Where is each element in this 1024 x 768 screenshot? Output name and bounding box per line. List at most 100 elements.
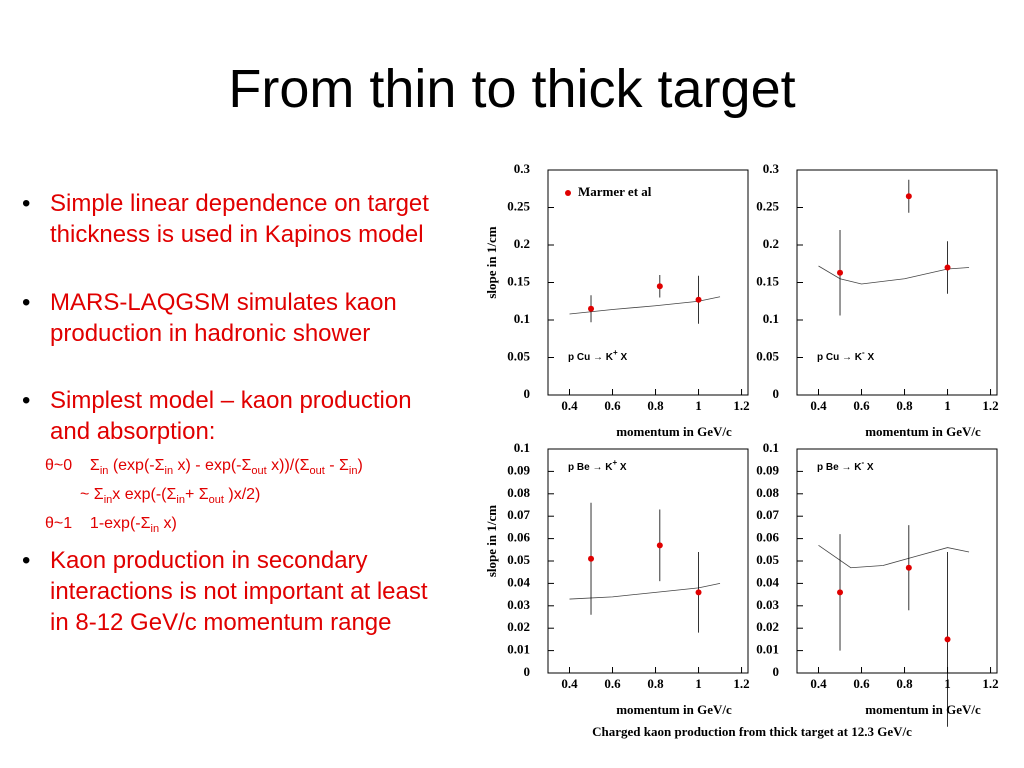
annotation: p Be → K+ X <box>568 458 627 473</box>
y-tick-label: 0.01 <box>507 642 530 657</box>
formula-symbol: Σ <box>154 457 165 474</box>
x-tick-label: 0.4 <box>561 398 578 413</box>
y-tick-label: 0.25 <box>756 198 779 213</box>
y-tick-label: 0.06 <box>507 530 530 545</box>
data-point <box>695 296 702 303</box>
formula-subscript: out <box>309 465 325 478</box>
y-tick-label: 0.04 <box>756 574 779 589</box>
formula-text: θ~1 1-exp(- <box>45 515 141 532</box>
x-tick-label: 0.8 <box>896 676 913 691</box>
y-tick-label: 0 <box>773 386 780 401</box>
y-tick-label: 0.25 <box>507 198 530 213</box>
formula-subscript: in <box>176 494 185 507</box>
formula-text: + <box>184 486 199 503</box>
y-tick-label: 0.3 <box>514 161 531 176</box>
formula-text: ) <box>357 457 363 474</box>
annotation-text: p Be → K <box>568 462 613 473</box>
x-axis-label: momentum in GeV/c <box>865 702 981 717</box>
formula-subscript: in <box>164 465 174 478</box>
x-tick-label: 0.6 <box>853 398 870 413</box>
annotation-superscript: + <box>612 458 617 467</box>
y-tick-label: 0.01 <box>756 642 779 657</box>
y-tick-label: 0.08 <box>507 485 530 500</box>
data-point <box>905 193 912 200</box>
formula-subscript: in <box>103 494 113 507</box>
plot-frame <box>796 448 998 674</box>
formula: ~ Σinx exp(-(Σin+ Σout )x/2) <box>80 486 260 506</box>
y-tick-label: 0.04 <box>507 574 530 589</box>
legend-marker <box>565 190 571 196</box>
plot-frame <box>547 448 749 674</box>
formula-symbol: Σ <box>299 457 310 474</box>
y-tick-label: 0.3 <box>763 161 780 176</box>
y-tick-label: 0.02 <box>756 619 779 634</box>
model-curve <box>569 583 721 600</box>
x-tick-label: 1 <box>695 676 702 691</box>
annotation: p Cu → K+ X <box>568 348 627 363</box>
formula-text: - <box>324 457 339 474</box>
model-curve <box>818 265 970 285</box>
data-point <box>944 264 951 271</box>
data-point <box>588 305 595 312</box>
y-tick-label: 0 <box>524 386 531 401</box>
data-point <box>837 269 844 276</box>
formula-subscript: in <box>99 465 109 478</box>
formula-symbol: Σ <box>198 486 209 503</box>
x-tick-label: 1.2 <box>733 676 749 691</box>
x-tick-label: 0.6 <box>604 398 621 413</box>
formula-subscript: out <box>208 494 224 507</box>
x-tick-label: 1 <box>695 398 702 413</box>
model-curve <box>818 544 970 569</box>
y-tick-label: 0.07 <box>756 507 779 522</box>
y-tick-label: 0.06 <box>756 530 779 545</box>
x-tick-label: 0.4 <box>561 676 578 691</box>
formula-text: x) - exp(- <box>173 457 242 474</box>
annotation-text: X <box>864 462 874 473</box>
x-tick-label: 0.4 <box>810 398 827 413</box>
y-tick-label: 0.09 <box>507 462 530 477</box>
formula-symbol: Σ <box>166 486 177 503</box>
data-point <box>905 564 912 571</box>
formula-text: x exp(-( <box>112 486 167 503</box>
y-tick-label: 0.2 <box>763 236 779 251</box>
annotation-text: X <box>618 352 628 363</box>
x-tick-label: 0.8 <box>647 398 664 413</box>
annotation-text: p Cu → K <box>817 352 863 363</box>
formula: θ~0 Σin (exp(-Σin x) - exp(-Σout x))/(Σo… <box>45 457 363 477</box>
annotation-text: X <box>617 462 627 473</box>
y-tick-label: 0.07 <box>507 507 530 522</box>
y-tick-label: 0.2 <box>514 236 530 251</box>
data-point <box>588 555 595 562</box>
formula-text: (exp(- <box>108 457 155 474</box>
y-tick-label: 0.02 <box>507 619 530 634</box>
y-tick-label: 0.1 <box>514 440 530 455</box>
legend-label: Marmer et al <box>578 184 652 199</box>
x-tick-label: 0.8 <box>647 676 664 691</box>
formula-text: θ~0 <box>45 457 90 474</box>
y-tick-label: 0.03 <box>507 597 530 612</box>
x-tick-label: 0.8 <box>896 398 913 413</box>
model-curve <box>569 296 721 315</box>
x-tick-label: 1.2 <box>982 676 998 691</box>
annotation: p Cu → K- X <box>817 348 874 363</box>
y-tick-label: 0.05 <box>756 552 779 567</box>
formula-symbol: Σ <box>140 515 151 532</box>
formula-text: )x/2) <box>223 486 261 503</box>
formula-symbol: Σ <box>241 457 252 474</box>
y-tick-label: 0.15 <box>756 273 779 288</box>
annotation-text: p Cu → K <box>568 352 614 363</box>
y-tick-label: 0.08 <box>756 485 779 500</box>
formula-text: x))/( <box>266 457 300 474</box>
y-tick-label: 0.15 <box>507 273 530 288</box>
formula-subscript: in <box>150 523 160 536</box>
x-tick-label: 1 <box>944 398 951 413</box>
y-tick-label: 0.1 <box>514 311 530 326</box>
bullet: Simple linear dependence on target thick… <box>22 188 450 250</box>
formula-text: ~ <box>80 486 94 503</box>
bullet: MARS-LAQGSM simulates kaon production in… <box>22 287 450 349</box>
formula-subscript: out <box>251 465 267 478</box>
y-axis-label: slope in 1/cm <box>484 226 499 298</box>
annotation-text: X <box>865 352 875 363</box>
